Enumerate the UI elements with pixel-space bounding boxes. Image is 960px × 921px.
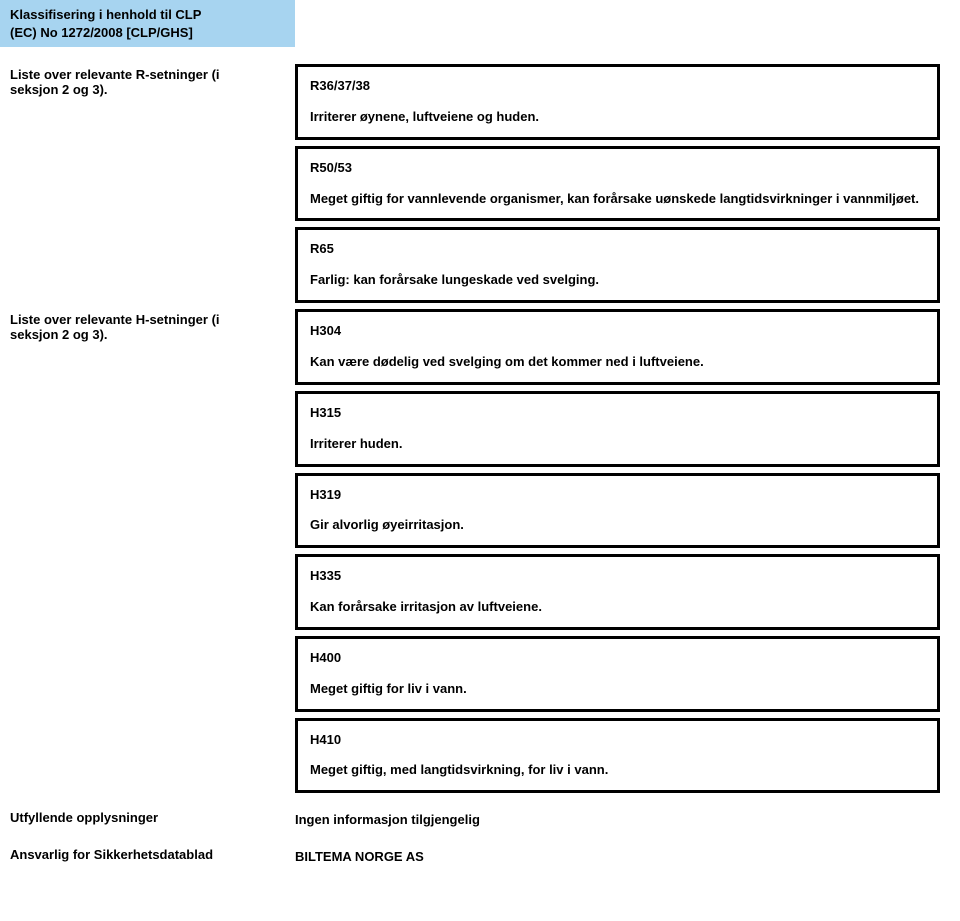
h-title-line2: seksjon 2 og 3). (10, 327, 108, 342)
h-box-4: H400 Meget giftig for liv i vann. (295, 636, 940, 712)
h-text: Meget giftig for liv i vann. (310, 680, 925, 699)
h-text: Kan forårsake irritasjon av luftveiene. (310, 598, 925, 617)
responsible-sds-value: BILTEMA NORGE AS (295, 843, 960, 870)
h-code: H304 (310, 322, 925, 341)
r-statements-title: Liste over relevante R-setninger (i seks… (0, 61, 295, 143)
h-code: H400 (310, 649, 925, 668)
h-title-line1: Liste over relevante H-setninger (i (10, 312, 220, 327)
h-text: Irriterer huden. (310, 435, 925, 454)
r-code: R36/37/38 (310, 77, 925, 96)
r-box-1: R50/53 Meget giftig for vannlevende orga… (295, 146, 940, 222)
h-box-0: H304 Kan være dødelig ved svelging om de… (295, 309, 940, 385)
r-title-line1: Liste over relevante R-setninger (i (10, 67, 220, 82)
classification-header: Klassifisering i henhold til CLP (EC) No… (0, 0, 295, 47)
supplementary-info-value: Ingen informasjon tilgjengelig (295, 806, 960, 833)
r-code: R65 (310, 240, 925, 259)
h-box-1: H315 Irriterer huden. (295, 391, 940, 467)
responsible-sds-label: Ansvarlig for Sikkerhetsdatablad (0, 843, 295, 870)
r-box-0: R36/37/38 Irriterer øynene, luftveiene o… (295, 64, 940, 140)
header-line2: (EC) No 1272/2008 [CLP/GHS] (10, 25, 193, 40)
h-box-5: H410 Meget giftig, med langtidsvirkning,… (295, 718, 940, 794)
h-text: Kan være dødelig ved svelging om det kom… (310, 353, 925, 372)
header-line1: Klassifisering i henhold til CLP (10, 7, 201, 22)
r-code: R50/53 (310, 159, 925, 178)
supplementary-info-label: Utfyllende opplysninger (0, 806, 295, 833)
h-code: H315 (310, 404, 925, 423)
h-text: Meget giftig, med langtidsvirkning, for … (310, 761, 925, 780)
r-text: Irriterer øynene, luftveiene og huden. (310, 108, 925, 127)
h-box-3: H335 Kan forårsake irritasjon av luftvei… (295, 554, 940, 630)
h-statements-title: Liste over relevante H-setninger (i seks… (0, 306, 295, 388)
r-title-line2: seksjon 2 og 3). (10, 82, 108, 97)
h-text: Gir alvorlig øyeirritasjon. (310, 516, 925, 535)
r-box-2: R65 Farlig: kan forårsake lungeskade ved… (295, 227, 940, 303)
h-box-2: H319 Gir alvorlig øyeirritasjon. (295, 473, 940, 549)
r-text: Farlig: kan forårsake lungeskade ved sve… (310, 271, 925, 290)
r-text: Meget giftig for vannlevende organismer,… (310, 190, 925, 209)
h-code: H335 (310, 567, 925, 586)
h-code: H410 (310, 731, 925, 750)
h-code: H319 (310, 486, 925, 505)
